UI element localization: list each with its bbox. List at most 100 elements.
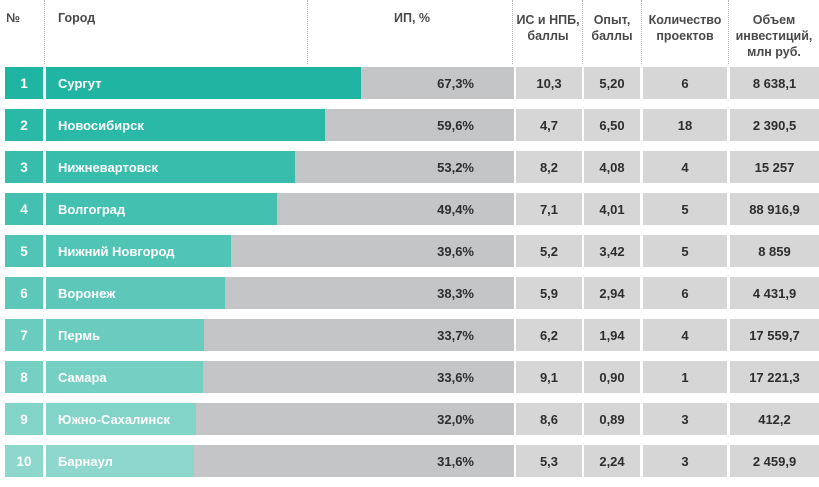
header-divider xyxy=(728,0,729,64)
ip-bar xyxy=(46,445,194,477)
table-row: 6 Воронеж 38,3% 5,9 2,94 6 4 431,9 xyxy=(0,277,819,309)
header-exp-line1: Опыт, xyxy=(593,13,631,27)
ip-bar xyxy=(46,235,232,267)
row-number: 9 xyxy=(5,403,43,435)
is-npb-cell: 5,3 xyxy=(516,445,582,477)
is-npb-cell: 7,1 xyxy=(516,193,582,225)
ip-value-label: 32,0% xyxy=(437,411,474,427)
investment-cell: 88 916,9 xyxy=(730,193,819,225)
city-label: Сургут xyxy=(58,75,102,91)
bar-track: Нижневартовск 53,2% xyxy=(46,151,514,183)
is-npb-cell: 10,3 xyxy=(516,67,582,99)
row-number: 1 xyxy=(5,67,43,99)
is-npb-cell: 8,2 xyxy=(516,151,582,183)
header-invest-line3: млн руб. xyxy=(747,45,801,59)
row-number: 2 xyxy=(5,109,43,141)
experience-cell: 0,89 xyxy=(584,403,640,435)
row-number: 6 xyxy=(5,277,43,309)
ip-value-label: 59,6% xyxy=(437,117,474,133)
bar-track: Сургут 67,3% xyxy=(46,67,514,99)
ip-value-label: 38,3% xyxy=(437,285,474,301)
table-row: 9 Южно-Сахалинск 32,0% 8,6 0,89 3 412,2 xyxy=(0,403,819,435)
row-number: 5 xyxy=(5,235,43,267)
header-city: Город xyxy=(58,11,96,25)
projects-cell: 6 xyxy=(643,277,727,309)
ip-value-label: 67,3% xyxy=(437,75,474,91)
projects-cell: 6 xyxy=(643,67,727,99)
table-row: 4 Волгоград 49,4% 7,1 4,01 5 88 916,9 xyxy=(0,193,819,225)
ip-bar xyxy=(46,193,278,225)
investment-cell: 4 431,9 xyxy=(730,277,819,309)
ip-bar xyxy=(46,319,204,351)
header-projects-line2: проектов xyxy=(656,29,714,43)
investment-cell: 17 559,7 xyxy=(730,319,819,351)
experience-cell: 1,94 xyxy=(584,319,640,351)
is-npb-cell: 9,1 xyxy=(516,361,582,393)
projects-cell: 4 xyxy=(643,151,727,183)
projects-cell: 3 xyxy=(643,403,727,435)
is-npb-cell: 6,2 xyxy=(516,319,582,351)
experience-cell: 5,20 xyxy=(584,67,640,99)
table-row: 8 Самара 33,6% 9,1 0,90 1 17 221,3 xyxy=(0,361,819,393)
projects-cell: 1 xyxy=(643,361,727,393)
ip-value-label: 33,6% xyxy=(437,369,474,385)
row-number: 7 xyxy=(5,319,43,351)
header-exp-line2: баллы xyxy=(591,29,633,43)
city-label: Воронеж xyxy=(58,285,116,301)
is-npb-cell: 5,2 xyxy=(516,235,582,267)
table-row: 10 Барнаул 31,6% 5,3 2,24 3 2 459,9 xyxy=(0,445,819,477)
city-label: Барнаул xyxy=(58,453,113,469)
experience-cell: 2,94 xyxy=(584,277,640,309)
is-npb-cell: 4,7 xyxy=(516,109,582,141)
row-number: 4 xyxy=(5,193,43,225)
experience-cell: 0,90 xyxy=(584,361,640,393)
is-npb-cell: 5,9 xyxy=(516,277,582,309)
ip-value-label: 39,6% xyxy=(437,243,474,259)
city-label: Волгоград xyxy=(58,201,126,217)
ip-bar xyxy=(46,403,196,435)
investment-cell: 8 859 xyxy=(730,235,819,267)
bar-track: Южно-Сахалинск 32,0% xyxy=(46,403,514,435)
investment-cell: 2 459,9 xyxy=(730,445,819,477)
experience-cell: 4,08 xyxy=(584,151,640,183)
table-row: 5 Нижний Новгород 39,6% 5,2 3,42 5 8 859 xyxy=(0,235,819,267)
investment-cell: 15 257 xyxy=(730,151,819,183)
projects-cell: 4 xyxy=(643,319,727,351)
city-label: Нижний Новгород xyxy=(58,243,175,259)
ip-bar xyxy=(46,151,295,183)
header-ip: ИП, % xyxy=(393,11,430,25)
table-row: 2 Новосибирск 59,6% 4,7 6,50 18 2 390,5 xyxy=(0,109,819,141)
bar-track: Волгоград 49,4% xyxy=(46,193,514,225)
projects-cell: 5 xyxy=(643,235,727,267)
investment-cell: 412,2 xyxy=(730,403,819,435)
ip-bar xyxy=(46,67,361,99)
experience-cell: 3,42 xyxy=(584,235,640,267)
bar-track: Воронеж 38,3% xyxy=(46,277,514,309)
ip-value-label: 49,4% xyxy=(437,201,474,217)
header-invest-line1: Объем xyxy=(752,13,796,27)
header-divider xyxy=(641,0,642,64)
header-divider xyxy=(307,0,308,64)
ip-bar xyxy=(46,109,325,141)
table-row: 1 Сургут 67,3% 10,3 5,20 6 8 638,1 xyxy=(0,67,819,99)
header-num: № xyxy=(6,11,20,25)
bar-track: Пермь 33,7% xyxy=(46,319,514,351)
investment-cell: 8 638,1 xyxy=(730,67,819,99)
projects-cell: 18 xyxy=(643,109,727,141)
bar-track: Самара 33,6% xyxy=(46,361,514,393)
header-divider xyxy=(512,0,513,64)
header-exp: Опыт, баллы xyxy=(583,12,641,74)
city-label: Новосибирск xyxy=(58,117,144,133)
header-divider xyxy=(44,0,45,64)
city-label: Южно-Сахалинск xyxy=(58,411,170,427)
header-invest: Объем инвестиций, млн руб. xyxy=(729,12,819,74)
header-divider xyxy=(582,0,583,64)
bar-track: Новосибирск 59,6% xyxy=(46,109,514,141)
table-row: 3 Нижневартовск 53,2% 8,2 4,08 4 15 257 xyxy=(0,151,819,183)
projects-cell: 3 xyxy=(643,445,727,477)
bar-track: Барнаул 31,6% xyxy=(46,445,514,477)
is-npb-cell: 8,6 xyxy=(516,403,582,435)
projects-cell: 5 xyxy=(643,193,727,225)
header-invest-line2: инвестиций, xyxy=(735,29,813,43)
bar-track: Нижний Новгород 39,6% xyxy=(46,235,514,267)
